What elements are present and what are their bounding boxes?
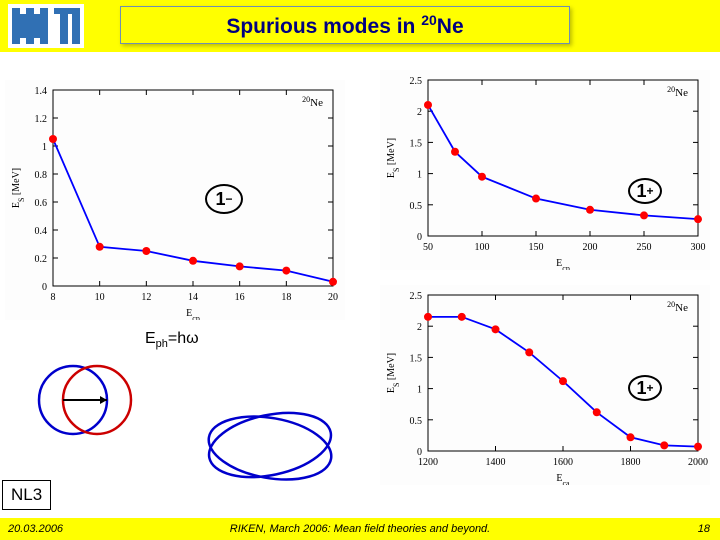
- svg-text:1.2: 1.2: [35, 114, 48, 125]
- annotation-1-minus: 1−: [205, 184, 243, 214]
- svg-text:1: 1: [42, 142, 47, 153]
- footer-bar: 20.03.2006 RIKEN, March 2006: Mean field…: [0, 518, 720, 540]
- svg-text:10: 10: [95, 292, 105, 303]
- svg-text:2: 2: [417, 322, 422, 333]
- svg-text:18: 18: [281, 292, 291, 303]
- svg-text:0.2: 0.2: [35, 254, 48, 265]
- tum-logo: [8, 4, 84, 48]
- svg-text:Ecp: Ecp: [556, 258, 570, 270]
- svg-text:20Ne: 20Ne: [667, 85, 688, 100]
- svg-text:Ecp: Ecp: [186, 308, 200, 320]
- svg-text:20: 20: [328, 292, 338, 303]
- title-box: Spurious modes in 20Ne: [120, 6, 570, 44]
- svg-text:1.5: 1.5: [410, 353, 423, 364]
- svg-text:1800: 1800: [621, 457, 641, 468]
- svg-text:ES [MeV]: ES [MeV]: [386, 138, 401, 178]
- chart-left: 8 10 12 14 16 18 20 0 0.2 0.4 0.6 0.8 1 1.2 1.4 Ecp ES […: [5, 80, 345, 320]
- footer-page: 18: [698, 523, 710, 535]
- svg-text:0.8: 0.8: [35, 170, 48, 181]
- eph-label: Eph=hω: [145, 330, 199, 350]
- svg-text:0: 0: [417, 447, 422, 458]
- svg-text:0.5: 0.5: [410, 201, 423, 212]
- svg-text:ES [MeV]: ES [MeV]: [386, 353, 401, 393]
- svg-text:Eca: Eca: [556, 473, 570, 485]
- svg-text:1.4: 1.4: [35, 86, 48, 97]
- svg-text:16: 16: [235, 292, 245, 303]
- svg-text:14: 14: [188, 292, 198, 303]
- svg-text:2000: 2000: [688, 457, 708, 468]
- annotation-1-plus-top: 1+: [628, 178, 662, 204]
- svg-text:ES [MeV]: ES [MeV]: [11, 168, 26, 208]
- svg-text:2.5: 2.5: [410, 291, 423, 302]
- svg-text:1: 1: [417, 170, 422, 181]
- header-bar: Spurious modes in 20Ne: [0, 0, 720, 52]
- svg-text:0.6: 0.6: [35, 198, 48, 209]
- svg-text:0: 0: [42, 282, 47, 293]
- svg-text:2: 2: [417, 107, 422, 118]
- svg-text:1: 1: [417, 385, 422, 396]
- svg-text:250: 250: [637, 242, 652, 253]
- svg-text:20Ne: 20Ne: [667, 300, 688, 315]
- circle-diagram: [35, 355, 145, 445]
- svg-text:0.4: 0.4: [35, 226, 48, 237]
- svg-text:1.5: 1.5: [410, 138, 423, 149]
- svg-text:100: 100: [475, 242, 490, 253]
- svg-text:8: 8: [51, 292, 56, 303]
- annotation-1-plus-bot: 1+: [628, 375, 662, 401]
- chart-right-top: 50 100 150 200 250 300 0 0.5 1 1.5 2 2.5 Ecp ES [MeV]…: [380, 70, 710, 270]
- svg-text:1200: 1200: [418, 457, 438, 468]
- ellipse-diagram: [190, 400, 350, 495]
- svg-text:1400: 1400: [486, 457, 506, 468]
- svg-text:0.5: 0.5: [410, 416, 423, 427]
- svg-text:1600: 1600: [553, 457, 573, 468]
- svg-text:20Ne: 20Ne: [302, 95, 323, 110]
- svg-text:12: 12: [141, 292, 151, 303]
- svg-text:200: 200: [583, 242, 598, 253]
- svg-text:2.5: 2.5: [410, 76, 423, 87]
- slide-title: Spurious modes in 20Ne: [226, 12, 463, 39]
- svg-text:300: 300: [691, 242, 706, 253]
- nl3-box: NL3: [2, 480, 51, 510]
- footer-title: RIKEN, March 2006: Mean field theories a…: [0, 523, 720, 535]
- svg-text:50: 50: [423, 242, 433, 253]
- svg-text:0: 0: [417, 232, 422, 243]
- svg-text:150: 150: [529, 242, 544, 253]
